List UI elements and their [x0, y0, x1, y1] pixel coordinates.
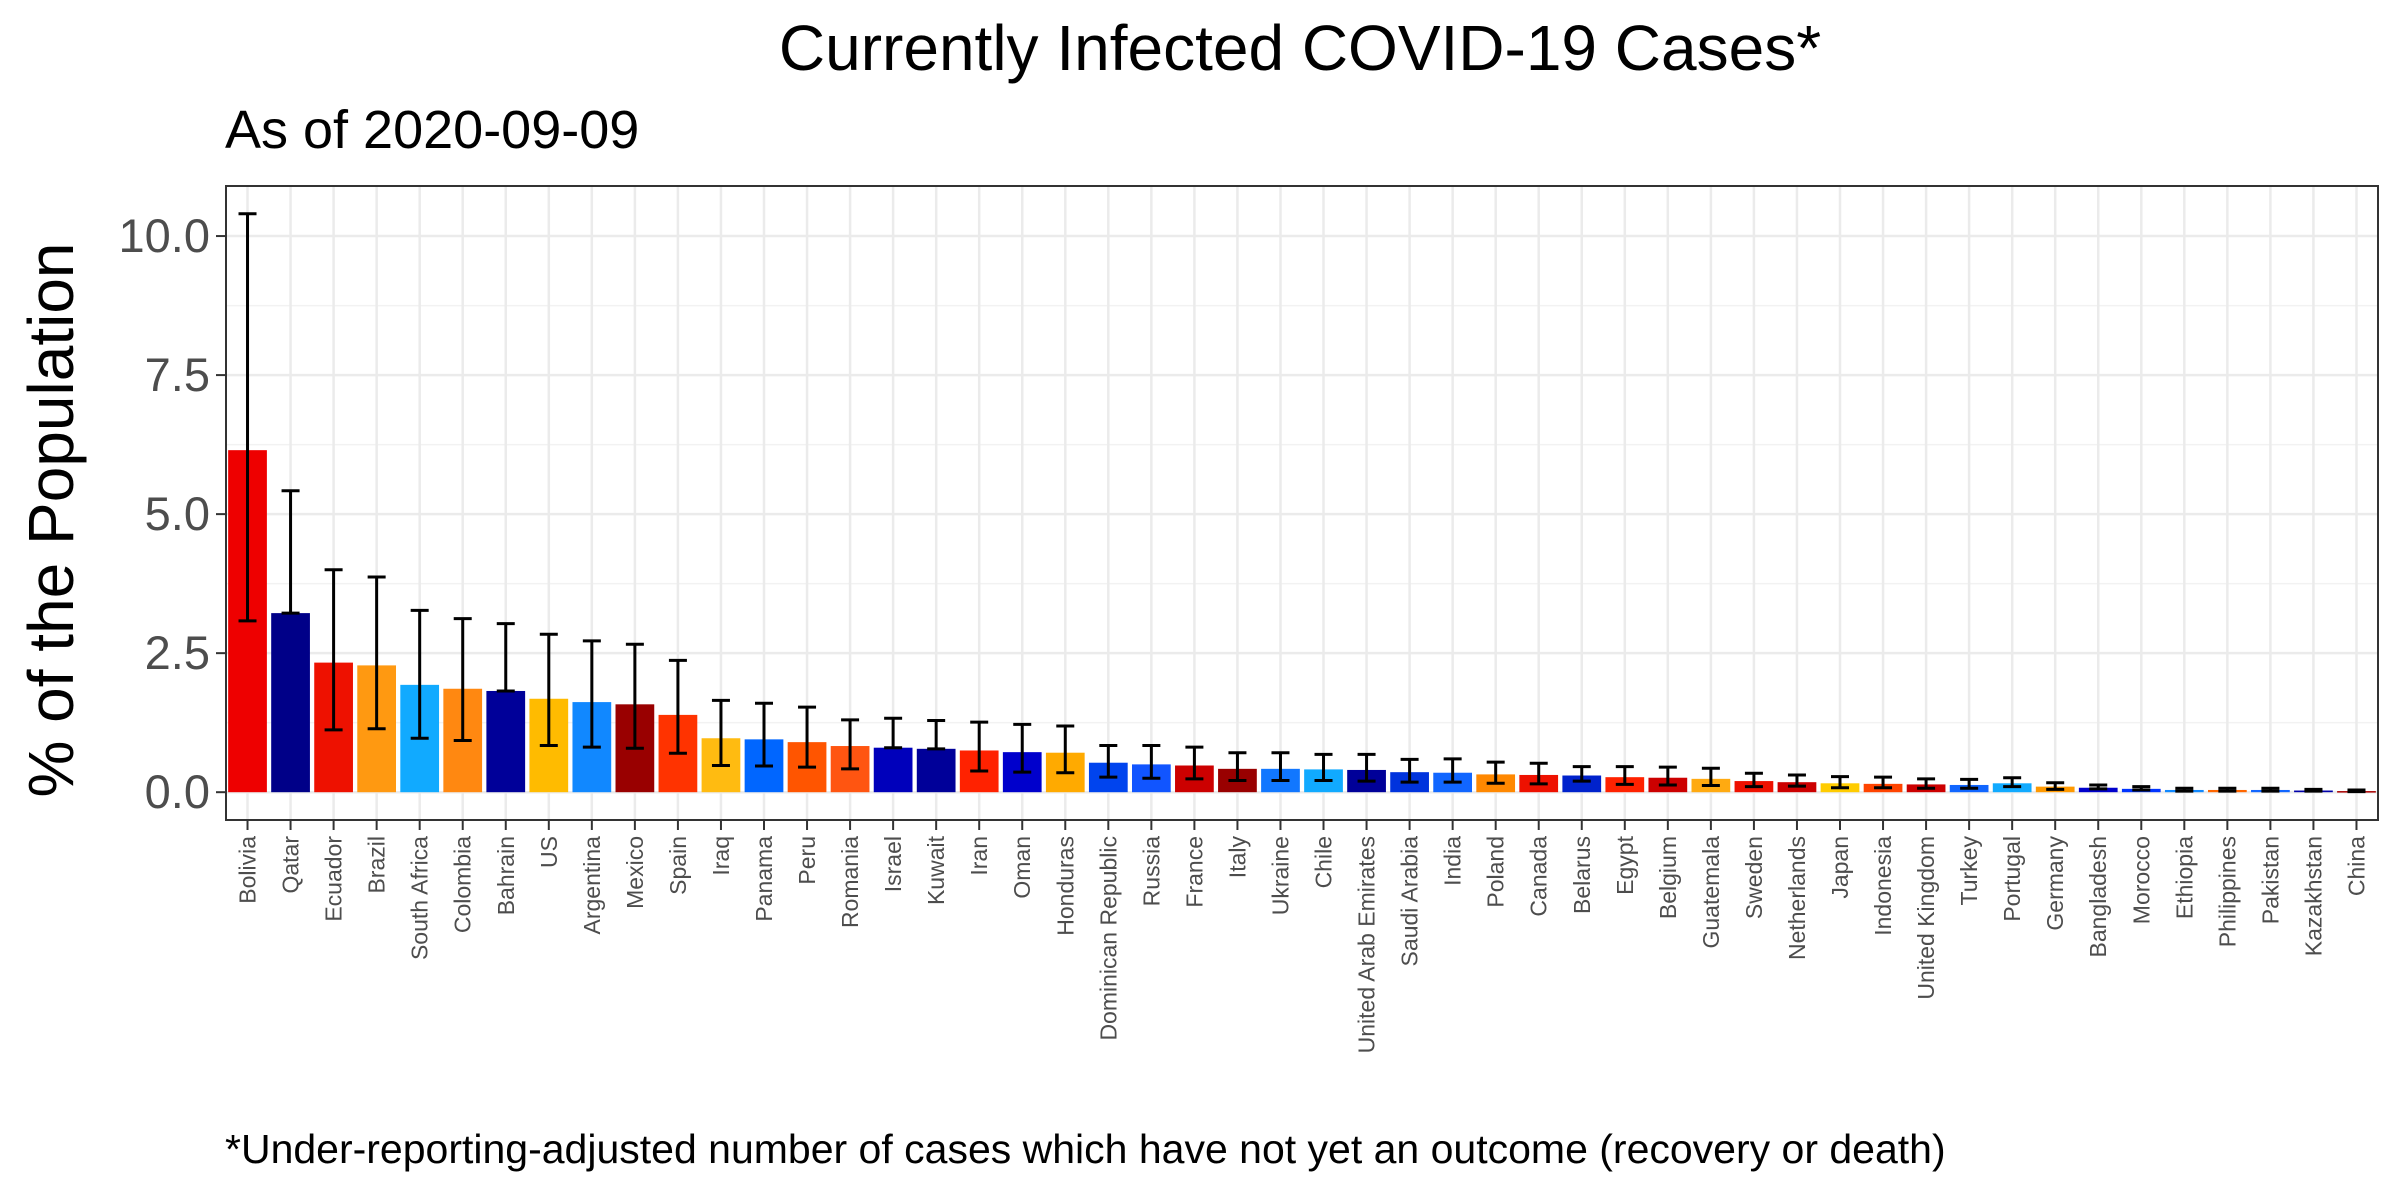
x-tick-label: Iran — [966, 836, 992, 876]
x-tick-label: Panama — [751, 836, 777, 922]
x-tick-label: Sweden — [1741, 836, 1767, 919]
x-tick-label: Turkey — [1956, 836, 1982, 906]
x-tick-label: Indonesia — [1870, 836, 1896, 936]
x-tick-label: Qatar — [278, 836, 304, 894]
x-tick-label: Morocco — [2128, 836, 2154, 924]
x-tick-label: Spain — [665, 836, 691, 895]
x-tick-label: Chile — [1311, 836, 1337, 888]
x-tick-label: Mexico — [622, 836, 648, 909]
x-tick-label: Ethiopia — [2171, 836, 2197, 919]
x-tick-label: Egypt — [1612, 835, 1638, 894]
y-tick-label: 2.5 — [145, 626, 210, 679]
x-tick-label: Netherlands — [1784, 836, 1810, 960]
x-tick-label: Portugal — [1999, 836, 2025, 922]
x-axis-ticks: Bolivia Qatar Ecuador Brazil South Africa Col… — [235, 820, 2369, 1053]
bar — [1562, 775, 1602, 793]
x-tick-label: Oman — [1009, 836, 1035, 899]
x-tick-label: China — [2343, 836, 2369, 896]
bar-layer — [228, 450, 2376, 793]
x-tick-label: Honduras — [1052, 836, 1078, 936]
y-tick-label: 7.5 — [145, 348, 210, 401]
x-tick-label: Germany — [2042, 836, 2068, 931]
x-tick-label: Russia — [1138, 836, 1164, 907]
x-tick-label: Romania — [837, 836, 863, 928]
x-tick-label: Argentina — [579, 836, 605, 935]
x-tick-label: Philippines — [2214, 836, 2240, 947]
y-tick-label: 0.0 — [145, 765, 210, 818]
x-tick-label: Bolivia — [235, 836, 261, 904]
x-tick-label: Saudi Arabia — [1397, 836, 1423, 967]
x-tick-label: Colombia — [450, 836, 476, 933]
x-tick-label: United Kingdom — [1913, 836, 1939, 1000]
y-axis-ticks: 0.0 2.5 5.0 7.5 10.0 — [119, 209, 226, 818]
x-tick-label: Belgium — [1655, 836, 1681, 919]
x-tick-label: France — [1181, 836, 1207, 908]
y-tick-label: 10.0 — [119, 209, 210, 262]
x-tick-label: India — [1440, 836, 1466, 886]
y-tick-label: 5.0 — [145, 487, 210, 540]
bar — [916, 748, 956, 793]
x-tick-label: Japan — [1827, 836, 1853, 899]
x-tick-label: Canada — [1526, 836, 1552, 917]
x-tick-label: Israel — [880, 836, 906, 892]
x-tick-label: Ecuador — [321, 836, 347, 922]
x-tick-label: Kuwait — [923, 835, 949, 905]
chart-subtitle: As of 2020-09-09 — [225, 100, 639, 160]
x-tick-label: South Africa — [407, 836, 433, 960]
x-tick-label: Brazil — [364, 836, 390, 894]
bar — [271, 613, 310, 793]
x-tick-label: United Arab Emirates — [1354, 836, 1380, 1053]
x-tick-label: Belarus — [1569, 836, 1595, 914]
x-tick-label: Ukraine — [1267, 836, 1293, 915]
x-tick-label: Iraq — [708, 836, 734, 876]
y-axis-label: % of the Population — [15, 242, 87, 797]
x-tick-label: Poland — [1483, 836, 1509, 908]
x-tick-label: Pakistan — [2257, 836, 2283, 924]
bar — [486, 690, 526, 793]
x-tick-label: US — [536, 836, 562, 868]
bar — [873, 747, 913, 793]
x-tick-label: Bahrain — [493, 836, 519, 915]
chart-caption: *Under-reporting-adjusted number of case… — [225, 1126, 1946, 1172]
x-tick-label: Italy — [1224, 836, 1250, 879]
x-tick-label: Dominican Republic — [1095, 836, 1121, 1041]
plot-panel — [225, 185, 2379, 821]
errorbar-layer — [238, 212, 2366, 794]
chart-title: Currently Infected COVID-19 Cases* — [779, 12, 1821, 84]
x-tick-label: Kazakhstan — [2300, 836, 2326, 956]
x-tick-label: Bangladesh — [2085, 836, 2111, 958]
x-tick-label: Guatemala — [1698, 836, 1724, 949]
x-tick-label: Peru — [794, 836, 820, 885]
